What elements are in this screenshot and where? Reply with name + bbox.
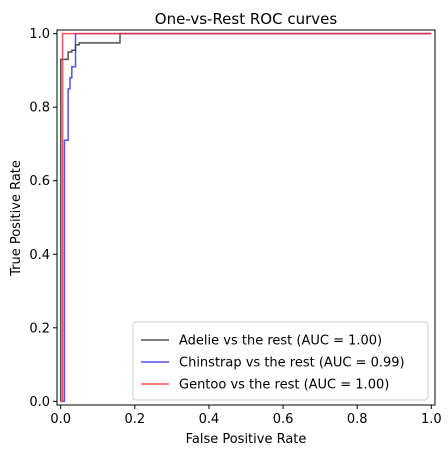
x-axis-label: False Positive Rate — [186, 432, 307, 447]
series-line-2 — [60, 32, 432, 403]
legend-box — [132, 321, 429, 401]
plot-area — [59, 32, 432, 403]
y-tick-label: 0.4 — [29, 248, 50, 263]
legend: Adelie vs the rest (AUC = 1.00) Chinstrap… — [132, 321, 429, 401]
y-tick-label: 0.2 — [29, 321, 50, 336]
chart-title: One-vs-Rest ROC curves — [155, 10, 338, 28]
x-tick-label: 0.6 — [273, 412, 294, 427]
y-axis-label: True Positive Rate — [9, 160, 24, 277]
y-tick-label: 1.0 — [29, 27, 50, 42]
y-tick-label: 0.0 — [29, 395, 50, 410]
x-tick-label: 0.2 — [124, 412, 145, 427]
x-tick-label: 0.0 — [50, 412, 71, 427]
legend-label: Chinstrap vs the rest (AUC = 0.99) — [179, 356, 405, 371]
x-tick-label: 0.8 — [347, 412, 368, 427]
axes-frame — [56, 29, 436, 406]
x-tick-label: 1.0 — [421, 412, 442, 427]
x-tick-label: 0.4 — [199, 412, 220, 427]
y-tick-label: 0.6 — [29, 174, 50, 189]
legend-label: Gentoo vs the rest (AUC = 1.00) — [179, 378, 389, 393]
series-line-1 — [60, 32, 432, 403]
y-axis: 0.0 0.2 0.4 0.6 0.8 1.0 — [29, 27, 57, 410]
y-tick-label: 0.8 — [29, 101, 50, 116]
x-axis: 0.0 0.2 0.4 0.6 0.8 1.0 — [50, 405, 442, 427]
legend-label: Adelie vs the rest (AUC = 1.00) — [179, 334, 382, 349]
